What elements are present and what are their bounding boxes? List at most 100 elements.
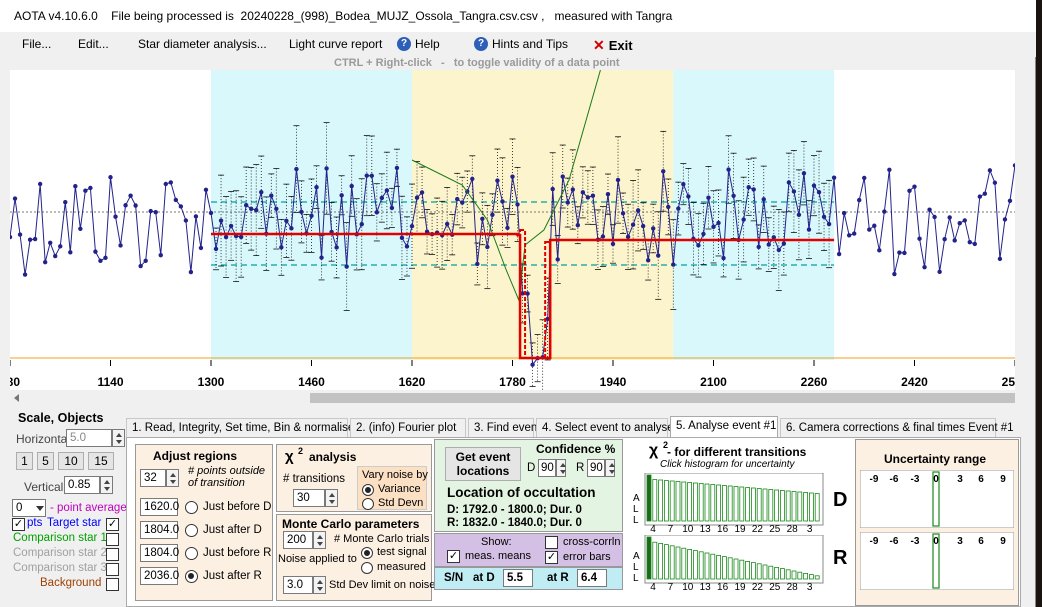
menu-star-diameter[interactable]: Star diameter analysis... xyxy=(138,37,267,51)
sd-limit-spinner[interactable] xyxy=(313,576,326,594)
histogram-bar xyxy=(658,542,664,580)
uncertainty-bar xyxy=(932,471,940,527)
transitions-label: # transitions xyxy=(283,473,346,485)
object-checkbox-1[interactable] xyxy=(106,533,119,546)
data-point xyxy=(811,183,817,188)
histogram-bar xyxy=(652,541,658,580)
scrollbar-thumb[interactable] xyxy=(310,393,1015,403)
confidence-r-spinner[interactable] xyxy=(605,459,615,477)
variance-radio[interactable] xyxy=(362,484,374,496)
tab-1[interactable]: 1. Read, Integrity, Set time, Bin & norm… xyxy=(126,418,354,438)
get-event-locations-button[interactable]: Get event locations xyxy=(445,447,521,481)
r-chi2-histogram[interactable]: ALL 4 7 10 13 16 19 22 25 28 3 xyxy=(631,535,827,591)
histogram-bar xyxy=(797,491,803,522)
data-point xyxy=(103,255,108,261)
scale-button-10[interactable]: 10 xyxy=(58,452,84,470)
scale-button-1[interactable]: 1 xyxy=(16,452,33,470)
light-curve-plot[interactable]: 980 1140 1300 1460 1620 1780 1940 2100 2260 2420 2… xyxy=(10,70,1015,390)
light-curve-svg[interactable]: 980 1140 1300 1460 1620 1780 1940 2100 2260 2420 2… xyxy=(10,70,1015,390)
histogram-bar xyxy=(762,564,768,580)
region-radio-2[interactable] xyxy=(185,547,198,560)
sd-limit-input[interactable]: 3.0 xyxy=(283,576,313,594)
trials-spinner[interactable] xyxy=(313,531,326,549)
region-radio-0[interactable] xyxy=(185,501,198,514)
tab-4[interactable]: 4. Select event to analyse xyxy=(536,418,674,438)
transitions-input[interactable]: 30 xyxy=(293,489,325,507)
menu-file[interactable]: File... xyxy=(22,37,52,51)
menu-exit[interactable]: ✕ Exit xyxy=(593,37,633,53)
tab-2[interactable]: 2. (info) Fourier plot xyxy=(350,418,466,438)
menu-light-curve-report[interactable]: Light curve report xyxy=(289,37,383,51)
points-outside-input[interactable]: 32 xyxy=(140,469,166,487)
data-point xyxy=(1012,163,1015,168)
menu-help[interactable]: ? Help xyxy=(397,37,440,51)
object-checkbox-2[interactable] xyxy=(106,548,119,561)
data-point xyxy=(545,316,550,322)
point-average-select[interactable]: 0 xyxy=(12,499,46,517)
menu-hints[interactable]: ? Hints and Tips xyxy=(474,37,568,51)
hist-tick-label: 16 xyxy=(717,582,729,591)
vary-noise-box: Vary noise by Variance Std Devn xyxy=(357,466,428,510)
data-point xyxy=(78,226,83,231)
meas-means-checkbox[interactable]: ✓ xyxy=(447,550,460,563)
title-bar: AOTA v4.10.6.0 File being processed is 2… xyxy=(0,0,1036,32)
region-radio-1[interactable] xyxy=(185,524,198,537)
data-point xyxy=(168,180,173,185)
tab-5[interactable]: 5. Analyse event #1 xyxy=(670,416,778,438)
histogram-bar xyxy=(646,536,652,580)
error-bars-checkbox[interactable]: ✓ xyxy=(545,551,558,564)
data-point xyxy=(555,257,560,262)
tab-3[interactable]: 3. Find events xyxy=(468,418,546,438)
transitions-spinner[interactable] xyxy=(325,489,338,507)
target-star-checkbox[interactable]: ✓ xyxy=(106,518,119,531)
measured-radio[interactable] xyxy=(361,562,373,574)
d-chi2-histogram[interactable]: ALL 4 7 10 13 16 19 22 25 28 3 xyxy=(631,473,827,533)
region-after-event xyxy=(673,70,835,360)
error-bar xyxy=(424,209,431,255)
cross-corrln-checkbox[interactable] xyxy=(545,536,558,549)
region-radio-3[interactable] xyxy=(185,570,198,583)
std-devn-radio[interactable] xyxy=(362,498,374,510)
menu-edit[interactable]: Edit... xyxy=(78,37,109,51)
chevron-down-icon[interactable] xyxy=(36,506,44,511)
data-point xyxy=(238,234,244,240)
x-tick-label: 2580 xyxy=(1002,375,1015,389)
pts-checkbox[interactable]: ✓ xyxy=(12,518,25,531)
object-checkbox-3[interactable] xyxy=(106,563,119,576)
vertical-scale-input[interactable]: 0.85 xyxy=(64,476,100,494)
error-bar xyxy=(594,209,601,270)
confidence-d-spinner[interactable] xyxy=(556,459,566,477)
sn-label: S/N xyxy=(444,572,464,584)
scroll-left-icon[interactable] xyxy=(14,394,19,402)
hist-tick-label: 28 xyxy=(787,524,799,533)
vertical-scale-spinner[interactable] xyxy=(100,476,113,494)
region-input-1[interactable]: 1804.0 xyxy=(140,521,179,539)
error-bar xyxy=(816,150,823,234)
horizontal-scale-input[interactable]: 5.0 xyxy=(66,429,112,447)
error-bar xyxy=(363,135,370,217)
scale-button-15[interactable]: 15 xyxy=(88,452,114,470)
histogram-bar xyxy=(664,544,669,580)
horizontal-scrollbar[interactable] xyxy=(10,391,1015,405)
object-checkbox-4[interactable] xyxy=(106,578,119,591)
scale-button-5[interactable]: 5 xyxy=(37,452,54,470)
d-uncertainty-chart[interactable]: -9 -6 -3 0 3 6 9 xyxy=(860,470,1014,528)
data-point xyxy=(259,189,264,195)
confidence-d-input[interactable]: 90 xyxy=(538,459,556,477)
region-input-0[interactable]: 1620.0 xyxy=(140,498,179,516)
region-input-3[interactable]: 2036.0 xyxy=(140,567,179,585)
data-point xyxy=(319,255,324,260)
histogram-bar xyxy=(722,485,727,522)
data-point xyxy=(173,197,179,203)
horizontal-scale-spinner[interactable] xyxy=(112,429,125,447)
histogram-bar xyxy=(739,486,745,522)
data-point xyxy=(831,175,837,180)
region-input-2[interactable]: 1804.0 xyxy=(140,544,179,562)
test-signal-radio[interactable] xyxy=(361,547,373,559)
r-uncertainty-chart[interactable]: -9 -6 -3 0 3 6 9 xyxy=(860,532,1014,590)
error-bar xyxy=(293,125,300,213)
trials-input[interactable]: 200 xyxy=(283,531,313,549)
confidence-r-input[interactable]: 90 xyxy=(587,459,605,477)
points-outside-spinner[interactable] xyxy=(166,469,179,487)
tab-6[interactable]: 6. Camera corrections & final times Even… xyxy=(780,418,1014,438)
